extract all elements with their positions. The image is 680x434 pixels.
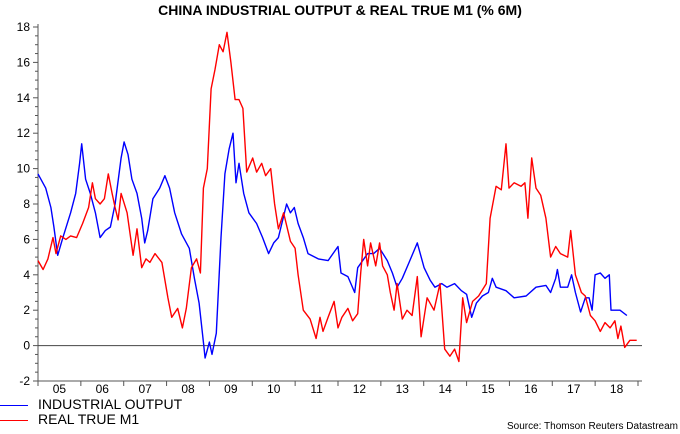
series-line-real-true-m1	[37, 31, 637, 363]
y-tick-label: -2	[19, 374, 30, 388]
x-tick-label: 07	[138, 382, 152, 396]
x-tick-label: 15	[481, 382, 495, 396]
legend-item-real-true-m1: REAL TRUE M1	[0, 412, 139, 426]
y-tick-label: 8	[23, 197, 30, 211]
y-tick-label: 16	[17, 55, 31, 69]
x-tick-label: 17	[567, 382, 581, 396]
x-tick-label: 14	[438, 382, 452, 396]
x-tick-label: 11	[310, 382, 323, 396]
series-line-industrial-output	[37, 132, 628, 359]
axes: -2 0 2 4 6 8 10 12 14 16 18 05 06 07 08 09 10 11 12 13 14 15 1…	[17, 20, 642, 396]
x-tick-label: 09	[224, 382, 238, 396]
y-tick-label: 12	[17, 126, 31, 140]
y-tick-label: 6	[23, 232, 30, 246]
x-tick-label: 06	[96, 382, 110, 396]
series-lines	[37, 31, 637, 363]
source-note: Source: Thomson Reuters Datastream	[506, 421, 678, 432]
x-tick-label: 16	[524, 382, 538, 396]
y-tick-label: 2	[23, 303, 30, 317]
x-tick-label: 12	[353, 382, 367, 396]
x-tick-label: 10	[267, 382, 281, 396]
legend-swatch-red	[0, 419, 28, 421]
x-tick-label: 05	[53, 382, 67, 396]
legend-item-industrial-output: INDUSTRIAL OUTPUT	[0, 397, 182, 411]
legend-label: REAL TRUE M1	[38, 411, 140, 427]
legend-label: INDUSTRIAL OUTPUT	[38, 396, 183, 412]
y-tick-label: 18	[17, 20, 31, 34]
y-tick-label: 0	[23, 339, 30, 353]
x-tick-label: 08	[181, 382, 195, 396]
y-tick-label: 14	[17, 91, 31, 105]
legend-swatch-blue	[0, 404, 28, 406]
y-tick-label: 10	[17, 162, 31, 176]
chart-title: CHINA INDUSTRIAL OUTPUT & REAL TRUE M1 (…	[158, 2, 522, 18]
x-tick-label: 13	[396, 382, 410, 396]
y-tick-label: 4	[23, 268, 30, 282]
x-tick-label: 18	[610, 382, 624, 396]
